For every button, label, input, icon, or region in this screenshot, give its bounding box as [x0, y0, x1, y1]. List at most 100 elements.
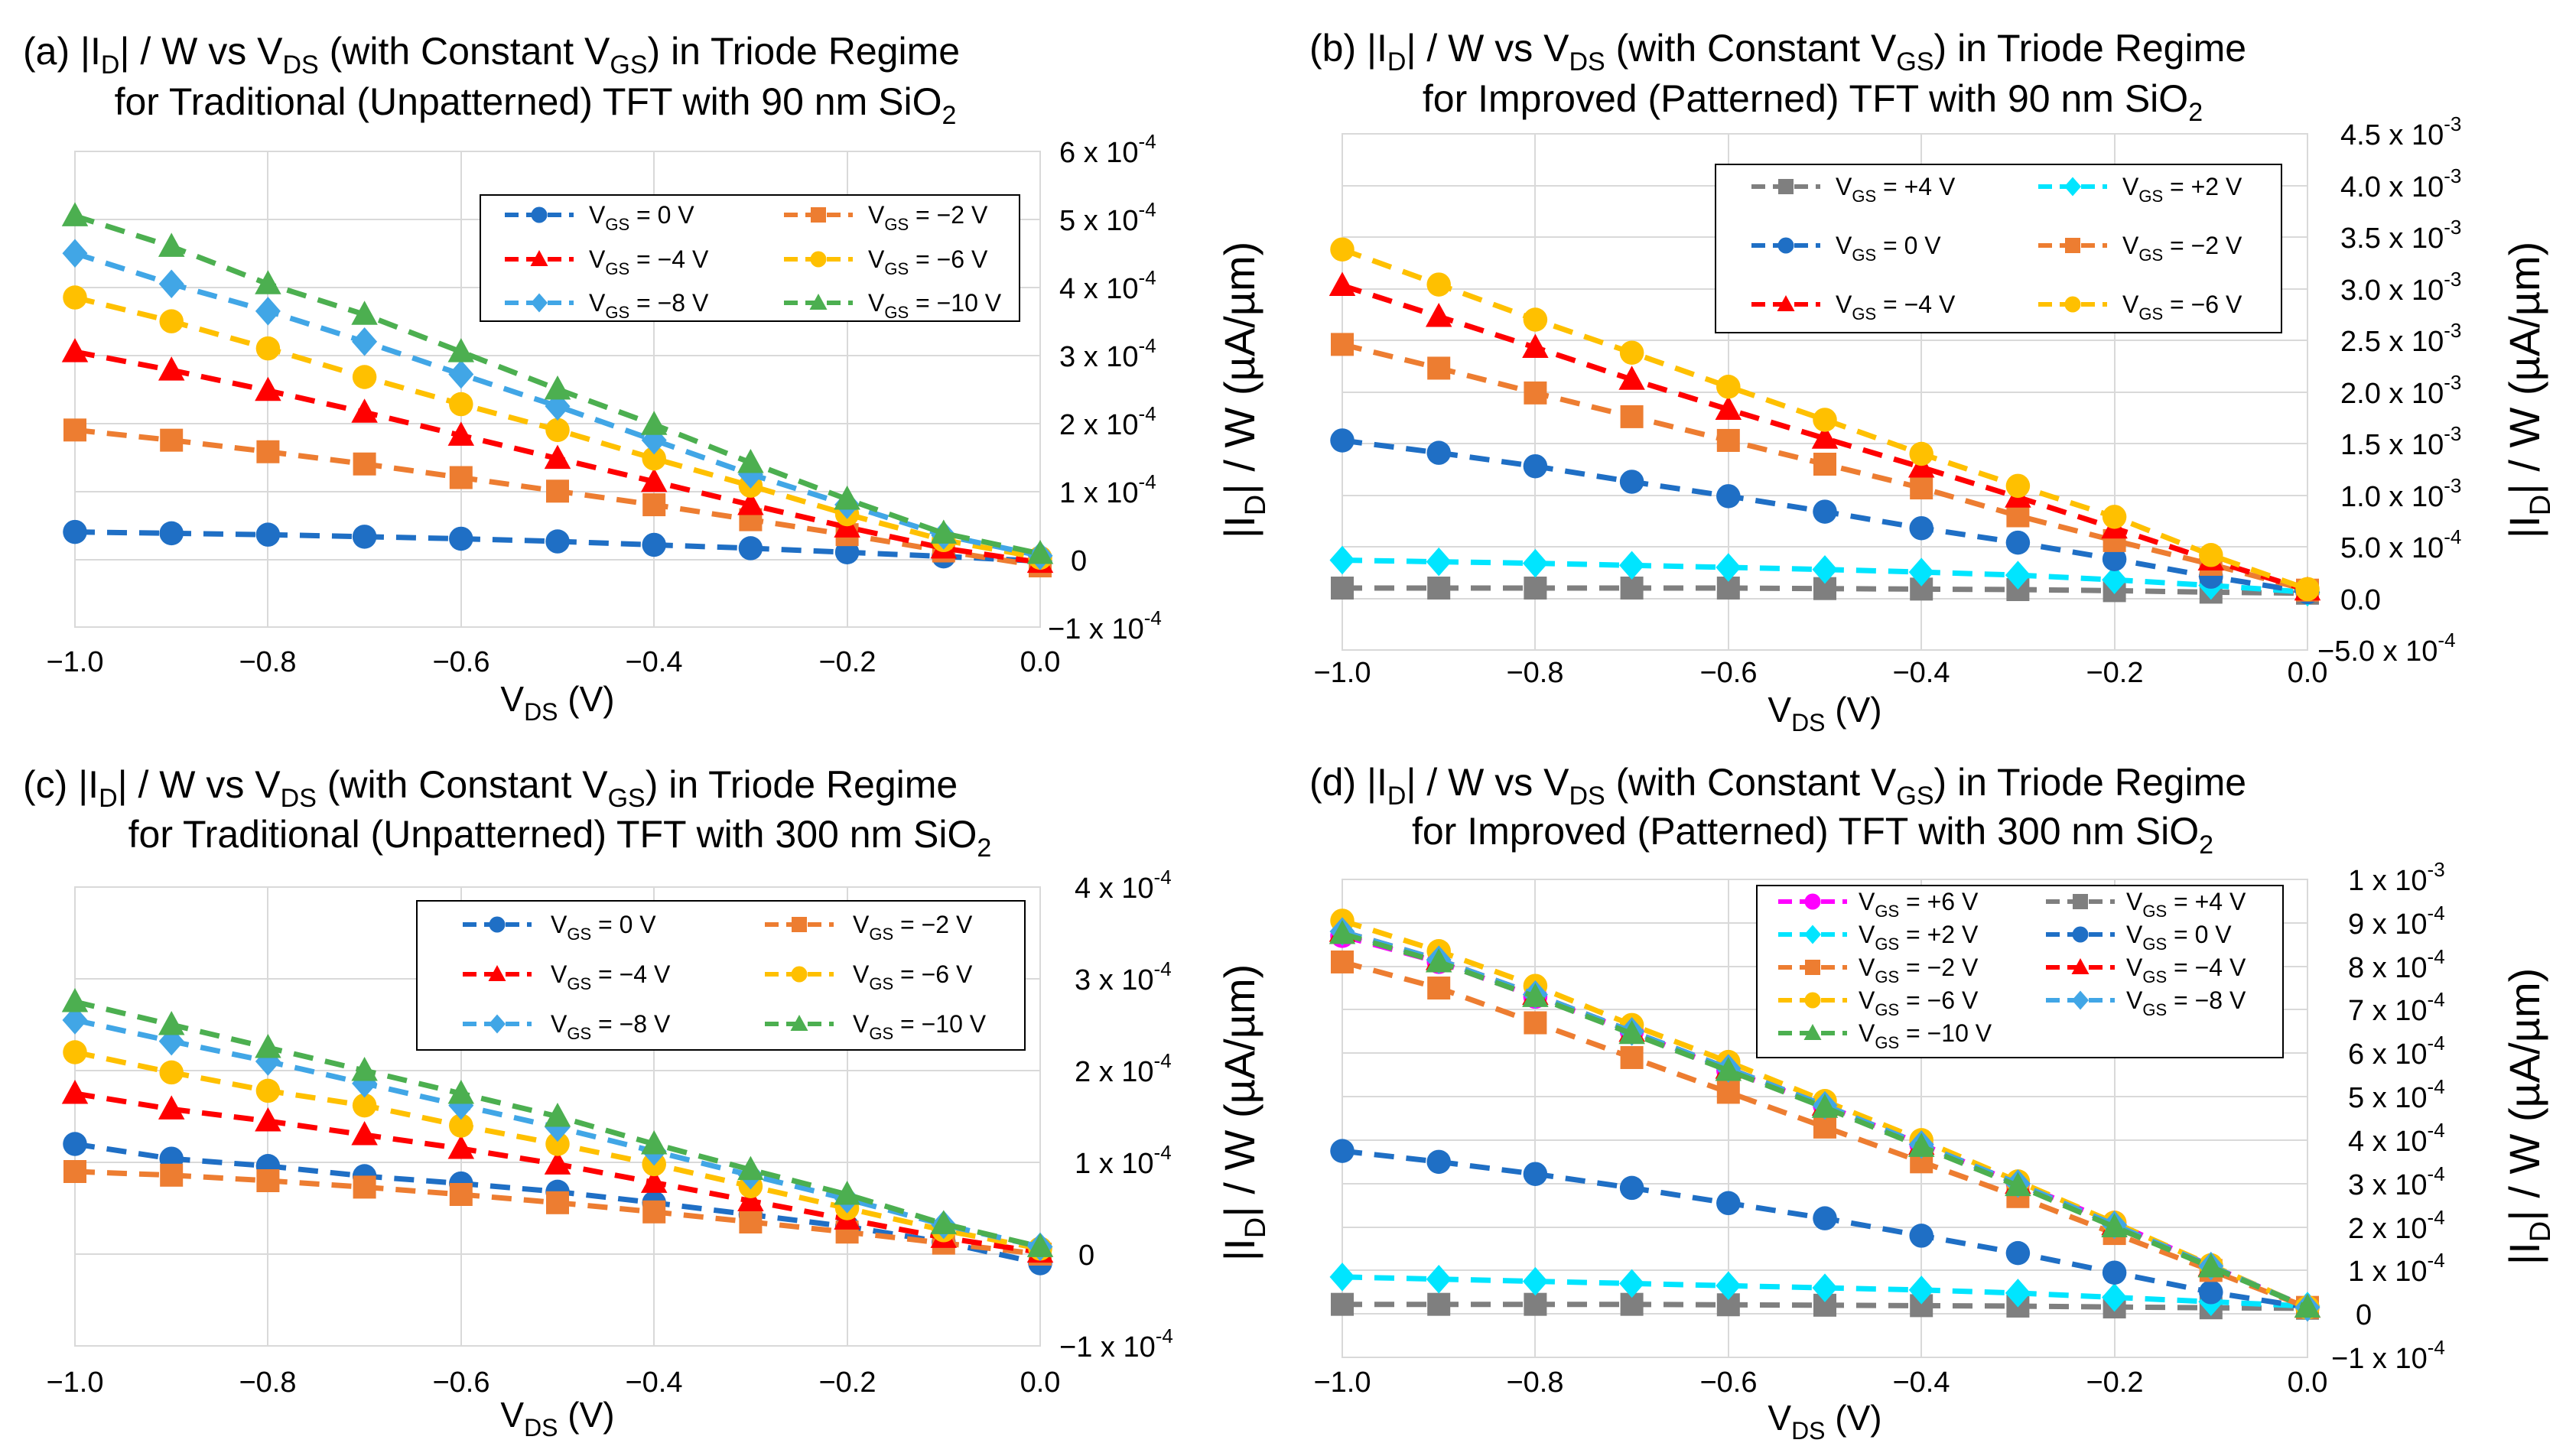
data-point	[1329, 920, 1356, 944]
data-point	[1618, 366, 1645, 390]
data-point	[449, 1113, 473, 1138]
data-point	[159, 309, 184, 333]
ytick-label: 0	[1071, 545, 1087, 577]
panel-d-xticks: −1.0 −0.8 −0.6 −0.4 −0.2 0.0	[1313, 1367, 2327, 1399]
data-point	[1329, 1263, 1355, 1292]
legend-swatch-marker	[2064, 296, 2081, 313]
ytick-label: 4.5 x 10-3	[2340, 112, 2461, 151]
data-point	[1812, 554, 1838, 584]
legend-label: VGS = +2 V	[2122, 173, 2242, 206]
ytick-label: −5.0 x 10-4	[2317, 629, 2456, 668]
panel-a-legend-items: VGS = 0 V VGS = −2 V VGS = −4 V VGS = −6…	[505, 201, 1002, 322]
xtick-label: −0.4	[625, 1367, 682, 1399]
ytick-label: 1 x 10-4	[1075, 1141, 1172, 1180]
ytick-label: 3 x 10-4	[2348, 1162, 2445, 1201]
data-point	[352, 365, 377, 389]
legend-label: VGS = −6 V	[868, 245, 988, 278]
data-point	[1813, 453, 1836, 476]
ytick-label: 5.0 x 10-4	[2340, 525, 2461, 564]
series-line	[1341, 283, 2309, 593]
panel-b-title-line2: for Improved (Patterned) TFT with 90 nm …	[1423, 77, 2203, 127]
data-point	[1618, 1019, 1645, 1045]
data-point	[2199, 1280, 2223, 1305]
ytick-label: 0	[2356, 1299, 2372, 1331]
panel-c-legend-items: VGS = 0 V VGS = −2 V VGS = −4 V VGS = −6…	[463, 911, 987, 1043]
xtick-label: −1.0	[1313, 1367, 1371, 1399]
data-point	[159, 1060, 184, 1085]
data-point	[255, 1034, 281, 1058]
xtick-label: −1.0	[46, 1367, 103, 1399]
data-point	[2005, 530, 2031, 555]
data-point	[447, 1135, 475, 1159]
data-point	[544, 1103, 571, 1127]
xtick-label: −0.2	[818, 1367, 876, 1399]
legend-swatch-marker	[488, 965, 506, 981]
data-point	[1813, 499, 1837, 524]
data-point	[1620, 1045, 1644, 1069]
data-point	[737, 1187, 764, 1211]
xtick-label: −0.8	[239, 1367, 296, 1399]
panel-b-yticks: 4.5 x 10-3 4.0 x 10-3 3.5 x 10-3 3.0 x 1…	[2317, 112, 2461, 668]
ytick-label: 1 x 10-3	[2348, 858, 2445, 897]
data-point	[1716, 1081, 1740, 1104]
data-point	[255, 376, 281, 401]
legend-swatch-marker	[531, 206, 548, 223]
panel-d-legend: VGS = +6 V VGS = +4 V VGS = +2 V VGS = 0…	[1756, 885, 2284, 1058]
xtick-label: −1.0	[1313, 657, 1371, 689]
data-point	[159, 521, 184, 546]
panel-a-ylabel: |ID| / W (µA/µm)	[1215, 242, 1272, 539]
data-point	[930, 1210, 958, 1234]
data-point	[1426, 272, 1451, 297]
data-point	[1330, 1139, 1355, 1163]
data-point	[1619, 1269, 1645, 1298]
data-point	[2005, 1172, 2031, 1197]
data-point	[1908, 557, 1934, 587]
panel-b-series	[1329, 237, 2321, 607]
data-point	[2005, 473, 2031, 499]
legend-label: VGS = +4 V	[1836, 173, 1956, 206]
legend-swatch-marker	[790, 1015, 808, 1031]
xtick-label: −0.8	[239, 646, 296, 678]
data-point	[158, 1095, 185, 1120]
data-point	[351, 301, 378, 325]
data-point	[255, 522, 281, 547]
data-point	[1907, 1133, 1935, 1157]
data-point	[449, 466, 473, 489]
data-point	[63, 418, 86, 442]
data-point	[1425, 947, 1452, 973]
ytick-label: −1 x 10-4	[2331, 1336, 2445, 1375]
data-point	[1522, 548, 1548, 578]
ytick-label: 0	[1078, 1240, 1094, 1272]
legend-label: VGS = −8 V	[2126, 986, 2246, 1019]
panel-d-title-line2: for Improved (Patterned) TFT with 300 nm…	[1412, 810, 2213, 860]
data-point	[447, 421, 475, 446]
legend-swatch-marker	[1778, 179, 1794, 194]
data-point	[61, 1080, 89, 1104]
data-point	[642, 493, 666, 517]
legend-swatch-marker	[792, 917, 807, 932]
data-point	[160, 1163, 184, 1187]
ytick-label: 4.0 x 10-3	[2340, 164, 2461, 203]
data-point	[63, 1040, 87, 1064]
legend-label: VGS = −2 V	[868, 201, 988, 234]
data-point	[2101, 1213, 2128, 1238]
data-point	[449, 1183, 473, 1206]
panel-b-title-line1: (b) |ID| / W vs VDS (with Constant VGS) …	[1309, 27, 2246, 76]
data-point	[1523, 453, 1548, 479]
data-point	[255, 270, 281, 294]
data-point	[1716, 484, 1741, 509]
data-point	[1330, 428, 1355, 453]
ytick-label: 8 x 10-4	[2348, 945, 2445, 984]
xtick-label: −0.8	[1506, 1367, 1563, 1399]
ytick-label: 2 x 10-4	[1075, 1049, 1172, 1088]
legend-swatch-marker	[531, 293, 548, 313]
data-point	[352, 1093, 377, 1118]
panel-a-yticks: 6 x 10-4 5 x 10-4 4 x 10-4 3 x 10-4 2 x …	[1048, 130, 1162, 645]
data-point	[63, 519, 87, 544]
legend-label: VGS = −2 V	[1859, 954, 1979, 986]
data-point	[353, 1175, 376, 1199]
xtick-label: −0.4	[1892, 1367, 1950, 1399]
data-point	[61, 988, 89, 1012]
legend-label: VGS = −6 V	[2122, 291, 2242, 323]
